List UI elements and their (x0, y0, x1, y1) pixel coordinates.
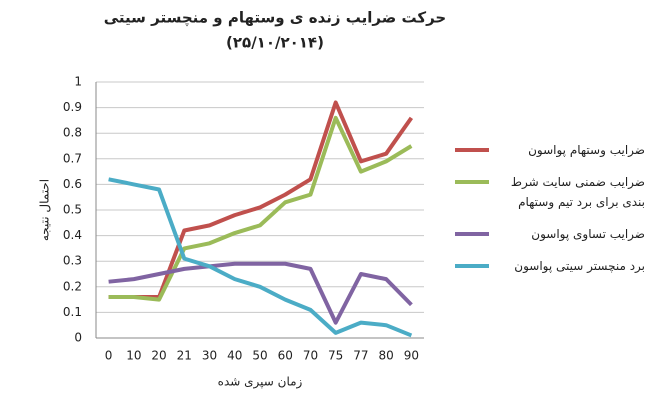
x-tick-label: 80 (379, 349, 394, 363)
legend-swatch (455, 264, 489, 268)
series-line (108, 100, 414, 300)
legend-item: برد منچستر سیتی پواسون (455, 256, 645, 276)
chart-title: حرکت ضرایب زنده ی وستهام و منچستر سیتی (104, 9, 446, 28)
legend-label: ضرایب تساوی پواسون (531, 227, 645, 241)
x-tick-label: 50 (252, 349, 267, 363)
y-tick-label: 0.6 (63, 177, 82, 191)
y-axis-label: احتمال نتیجه (38, 179, 52, 241)
chart-subtitle: (۲۵/۱۰/۲۰۱۴) (226, 34, 324, 52)
x-tick-label: 70 (303, 349, 318, 363)
legend-label: برد منچستر سیتی پواسون (514, 259, 645, 273)
legend-label: ضرایب وستهام پواسون (528, 143, 645, 157)
y-tick-label: 0 (74, 331, 82, 345)
legend: ضرایب وستهام پواسون ضرایب ضمنی سایت شرط ب… (455, 140, 645, 288)
y-tick-label: 0.1 (63, 305, 82, 319)
x-tick-label: 77 (353, 349, 368, 363)
x-tick-label: 0 (105, 349, 113, 363)
y-tick-label: 1 (74, 75, 82, 89)
x-tick-label: 30 (202, 349, 217, 363)
legend-swatch (455, 148, 489, 152)
legend-item: ضرایب وستهام پواسون (455, 140, 645, 160)
x-tick-label: 10 (126, 349, 141, 363)
x-tick-label: 90 (404, 349, 419, 363)
legend-swatch (455, 232, 489, 236)
legend-item: ضرایب ضمنی سایت شرط بندی برای برد تیم وس… (455, 172, 645, 212)
x-tick-label: 75 (328, 349, 343, 363)
legend-swatch (455, 180, 489, 184)
y-tick-label: 0.7 (63, 151, 82, 165)
y-tick-label: 0.2 (63, 279, 82, 293)
legend-label: ضرایب ضمنی سایت شرط بندی برای برد تیم وس… (510, 175, 645, 209)
x-tick-label: 40 (227, 349, 242, 363)
series-line (108, 261, 413, 325)
x-tick-label: 21 (177, 349, 192, 363)
y-tick-label: 0.4 (63, 228, 82, 242)
legend-item: ضرایب تساوی پواسون (455, 224, 645, 244)
series-line (108, 115, 413, 302)
x-tick-label: 60 (278, 349, 293, 363)
series-line (108, 177, 413, 338)
x-tick-label: 20 (151, 349, 166, 363)
y-tick-label: 0.9 (63, 100, 82, 114)
y-tick-label: 0.3 (63, 254, 82, 268)
y-tick-label: 0.5 (63, 203, 82, 217)
y-tick-label: 0.8 (63, 126, 82, 140)
x-axis-label: زمان سپری شده (218, 375, 303, 390)
